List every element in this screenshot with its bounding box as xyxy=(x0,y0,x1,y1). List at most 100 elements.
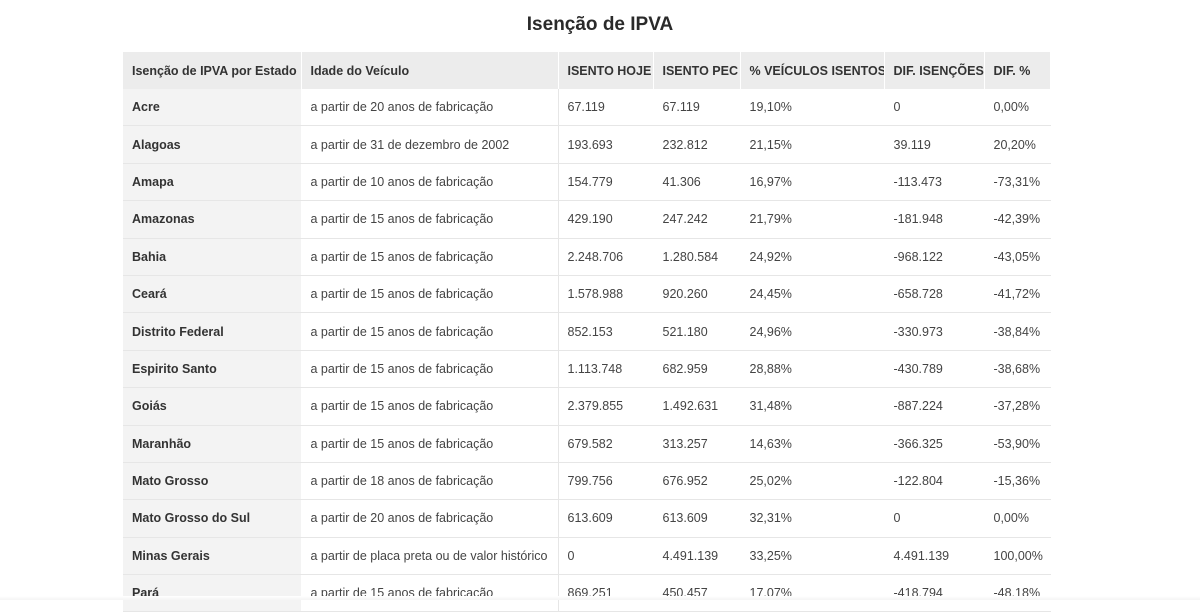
cell-isento-hoje: 869.251 xyxy=(558,574,654,612)
cell-dif-isencoes: 4.491.139 xyxy=(884,537,985,576)
cell-isento-pec: 4.491.139 xyxy=(653,537,741,576)
cell-isento-hoje: 852.153 xyxy=(558,312,654,351)
cell-isento-hoje: 154.779 xyxy=(558,163,654,202)
cell-isento-hoje: 0 xyxy=(558,537,654,576)
cell-state: Ceará xyxy=(123,275,302,314)
cell-dif-isencoes: -122.804 xyxy=(884,462,985,501)
cell-dif-pct: -15,36% xyxy=(984,462,1051,501)
cell-dif-pct: 0,00% xyxy=(984,89,1051,127)
cell-state: Alagoas xyxy=(123,125,302,164)
cell-state: Bahia xyxy=(123,238,302,276)
cell-isento-hoje: 2.248.706 xyxy=(558,238,654,276)
cell-isento-pec: 232.812 xyxy=(653,125,741,164)
cell-pct-veiculos-isentos: 21,15% xyxy=(740,125,885,164)
cell-state: Amapa xyxy=(123,163,302,202)
table-row: Alagoas a partir de 31 de dezembro de 200… xyxy=(123,125,1051,164)
cell-state: Mato Grosso xyxy=(123,462,302,501)
cell-isento-pec: 920.260 xyxy=(653,275,741,314)
cell-pct-veiculos-isentos: 32,31% xyxy=(740,499,885,538)
cell-vehicle-age: a partir de 15 anos de fabricação xyxy=(301,387,559,426)
cell-dif-pct: -48,18% xyxy=(984,574,1051,612)
column-header-isento-hoje: ISENTO HOJE xyxy=(558,52,654,89)
column-header-pct-veiculos-isentos: % VEÍCULOS ISENTOS xyxy=(740,52,885,89)
cell-isento-pec: 676.952 xyxy=(653,462,741,501)
cell-vehicle-age: a partir de 15 anos de fabricação xyxy=(301,238,559,276)
cell-dif-pct: -38,68% xyxy=(984,350,1051,389)
cell-vehicle-age: a partir de 18 anos de fabricação xyxy=(301,462,559,501)
table-row: Maranhão a partir de 15 anos de fabricaçã… xyxy=(123,425,1051,463)
cell-dif-isencoes: -113.473 xyxy=(884,163,985,202)
cell-dif-isencoes: -181.948 xyxy=(884,200,985,239)
table-row: Amazonas a partir de 15 anos de fabricaçã… xyxy=(123,200,1051,239)
column-header-state: Isenção de IPVA por Estado xyxy=(123,52,302,89)
cell-isento-pec: 450.457 xyxy=(653,574,741,612)
cell-isento-hoje: 613.609 xyxy=(558,499,654,538)
cell-vehicle-age: a partir de 15 anos de fabricação xyxy=(301,350,559,389)
cell-isento-hoje: 679.582 xyxy=(558,425,654,463)
cell-vehicle-age: a partir de 15 anos de fabricação xyxy=(301,275,559,314)
table-row: Ceará a partir de 15 anos de fabricação 1.… xyxy=(123,275,1051,314)
cell-isento-pec: 41.306 xyxy=(653,163,741,202)
cell-dif-isencoes: 39.119 xyxy=(884,125,985,164)
cell-vehicle-age: a partir de 15 anos de fabricação xyxy=(301,574,559,612)
cell-state: Acre xyxy=(123,89,302,127)
cell-isento-hoje: 67.119 xyxy=(558,89,654,127)
cell-dif-pct: -43,05% xyxy=(984,238,1051,276)
cell-vehicle-age: a partir de 20 anos de fabricação xyxy=(301,89,559,127)
cell-dif-pct: -53,90% xyxy=(984,425,1051,463)
table-row: Minas Gerais a partir de placa preta ou d… xyxy=(123,537,1051,576)
table-row: Pará a partir de 15 anos de fabricação 869… xyxy=(123,574,1051,612)
cell-vehicle-age: a partir de 31 de dezembro de 2002 xyxy=(301,125,559,164)
cell-pct-veiculos-isentos: 24,45% xyxy=(740,275,885,314)
cell-pct-veiculos-isentos: 19,10% xyxy=(740,89,885,127)
cell-dif-isencoes: 0 xyxy=(884,89,985,127)
cell-isento-pec: 247.242 xyxy=(653,200,741,239)
table-body: Acre a partir de 20 anos de fabricação 67.… xyxy=(123,89,1051,612)
cell-dif-pct: 20,20% xyxy=(984,125,1051,164)
cell-isento-hoje: 193.693 xyxy=(558,125,654,164)
cell-isento-pec: 313.257 xyxy=(653,425,741,463)
table-row: Goiás a partir de 15 anos de fabricação 2.… xyxy=(123,387,1051,426)
cell-dif-pct: -37,28% xyxy=(984,387,1051,426)
cell-isento-pec: 67.119 xyxy=(653,89,741,127)
cell-dif-pct: -42,39% xyxy=(984,200,1051,239)
scroll-edge xyxy=(0,596,1200,600)
column-header-dif-pct: DIF. % xyxy=(984,52,1051,89)
cell-isento-pec: 613.609 xyxy=(653,499,741,538)
cell-state: Pará xyxy=(123,574,302,612)
cell-state: Distrito Federal xyxy=(123,312,302,351)
cell-vehicle-age: a partir de 15 anos de fabricação xyxy=(301,312,559,351)
cell-pct-veiculos-isentos: 21,79% xyxy=(740,200,885,239)
table-row: Espirito Santo a partir de 15 anos de fab… xyxy=(123,350,1051,389)
table-row: Acre a partir de 20 anos de fabricação 67.… xyxy=(123,89,1051,127)
cell-isento-hoje: 799.756 xyxy=(558,462,654,501)
cell-dif-pct: -73,31% xyxy=(984,163,1051,202)
table-header-row: Isenção de IPVA por Estado Idade do Veícu… xyxy=(123,52,1051,89)
table-row: Distrito Federal a partir de 15 anos de f… xyxy=(123,312,1051,351)
cell-pct-veiculos-isentos: 16,97% xyxy=(740,163,885,202)
cell-isento-pec: 1.280.584 xyxy=(653,238,741,276)
cell-pct-veiculos-isentos: 17,07% xyxy=(740,574,885,612)
cell-dif-isencoes: -430.789 xyxy=(884,350,985,389)
ipva-table: Isenção de IPVA por Estado Idade do Veícu… xyxy=(123,52,1051,612)
cell-state: Espirito Santo xyxy=(123,350,302,389)
cell-isento-hoje: 2.379.855 xyxy=(558,387,654,426)
cell-pct-veiculos-isentos: 31,48% xyxy=(740,387,885,426)
cell-dif-isencoes: -658.728 xyxy=(884,275,985,314)
cell-dif-pct: 100,00% xyxy=(984,537,1051,576)
cell-state: Minas Gerais xyxy=(123,537,302,576)
cell-pct-veiculos-isentos: 28,88% xyxy=(740,350,885,389)
cell-isento-hoje: 1.578.988 xyxy=(558,275,654,314)
column-header-dif-isencoes: DIF. ISENÇÕES xyxy=(884,52,985,89)
cell-dif-isencoes: -968.122 xyxy=(884,238,985,276)
column-header-vehicle-age: Idade do Veículo xyxy=(301,52,559,89)
cell-dif-isencoes: -366.325 xyxy=(884,425,985,463)
column-header-isento-pec: ISENTO PEC xyxy=(653,52,741,89)
cell-vehicle-age: a partir de 20 anos de fabricação xyxy=(301,499,559,538)
cell-isento-pec: 1.492.631 xyxy=(653,387,741,426)
cell-pct-veiculos-isentos: 25,02% xyxy=(740,462,885,501)
cell-vehicle-age: a partir de placa preta ou de valor hist… xyxy=(301,537,559,576)
ipva-table-container: Isenção de IPVA por Estado Idade do Veícu… xyxy=(123,52,1051,612)
table-row: Amapa a partir de 10 anos de fabricação 15… xyxy=(123,163,1051,202)
cell-dif-pct: -38,84% xyxy=(984,312,1051,351)
